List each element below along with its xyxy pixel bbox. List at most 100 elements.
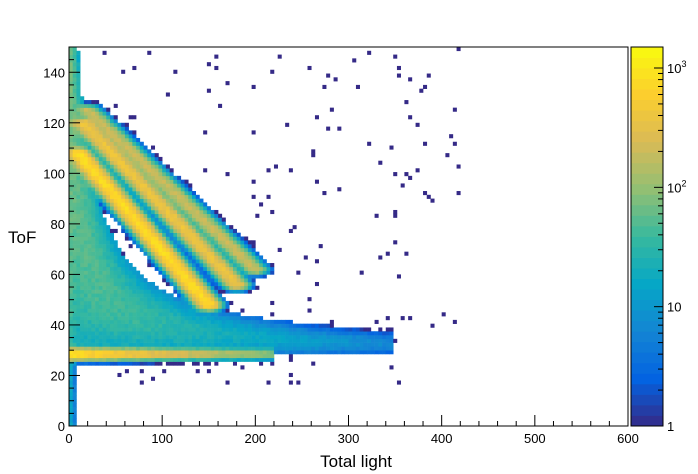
heatmap-cell	[80, 149, 85, 154]
heatmap-cell	[98, 221, 103, 226]
heatmap-cell	[132, 175, 137, 180]
heatmap-cell	[173, 266, 178, 271]
heatmap-cell	[124, 168, 129, 173]
heatmap-cell	[106, 137, 111, 143]
heatmap-cell	[184, 285, 189, 290]
heatmap-cell	[72, 111, 77, 116]
heatmap-cell	[154, 312, 159, 317]
heatmap-cell	[236, 247, 241, 252]
heatmap-cell	[121, 308, 126, 313]
heatmap-cell	[76, 209, 81, 215]
heatmap-cell	[128, 342, 133, 347]
heatmap-cell	[83, 115, 88, 120]
heatmap-cell	[136, 153, 141, 158]
heatmap-cell	[76, 213, 81, 218]
heatmap-cell	[341, 342, 346, 347]
heatmap-cell	[98, 168, 103, 173]
heatmap-cell	[136, 160, 141, 165]
heatmap-cell	[165, 327, 170, 332]
heatmap-cell	[158, 172, 163, 177]
heatmap-cell	[318, 338, 323, 343]
heatmap-cell	[106, 278, 111, 283]
heatmap-cell	[91, 361, 96, 366]
heatmap-cell	[180, 331, 185, 336]
heatmap-cell	[117, 206, 122, 211]
heatmap-cell	[214, 259, 219, 264]
heatmap-cell	[136, 187, 141, 192]
colorbar-band	[631, 268, 663, 280]
heatmap-cell	[139, 172, 144, 177]
heatmap-cell	[173, 236, 178, 241]
heatmap-cell	[400, 316, 405, 321]
heatmap-cell	[124, 335, 129, 340]
heatmap-cell	[184, 198, 189, 203]
heatmap-cell	[143, 236, 148, 241]
heatmap-cell	[288, 319, 293, 324]
heatmap-cell	[225, 312, 230, 317]
heatmap-cell	[169, 350, 174, 355]
heatmap-cell	[147, 202, 152, 207]
heatmap-cell	[87, 100, 92, 105]
heatmap-cell	[341, 331, 346, 336]
heatmap-cell	[158, 331, 163, 336]
heatmap-cell	[121, 187, 126, 192]
heatmap-cell	[359, 331, 364, 336]
heatmap-cell	[98, 228, 103, 234]
heatmap-cell	[408, 77, 413, 82]
heatmap-cell	[173, 232, 178, 237]
heatmap-cell	[210, 316, 215, 321]
heatmap-cell	[121, 357, 126, 362]
heatmap-cell	[419, 88, 424, 93]
heatmap-cell	[240, 316, 245, 321]
heatmap-cell	[95, 107, 100, 112]
heatmap-cell	[158, 350, 163, 355]
heatmap-cell	[109, 357, 115, 362]
heatmap-cell	[348, 346, 353, 351]
heatmap-cell	[154, 240, 159, 245]
heatmap-cell	[113, 346, 118, 351]
heatmap-cell	[262, 338, 267, 343]
heatmap-cell	[121, 255, 126, 260]
heatmap-cell	[173, 274, 178, 279]
heatmap-cell	[184, 304, 189, 309]
heatmap-cell	[106, 122, 111, 127]
heatmap-cell	[124, 191, 129, 196]
heatmap-cell	[210, 346, 215, 351]
heatmap-cell	[173, 175, 178, 180]
heatmap-cell	[165, 198, 170, 203]
heatmap-cell	[203, 335, 208, 340]
heatmap-cell	[117, 221, 122, 226]
heatmap-cell	[109, 209, 115, 215]
heatmap-cell	[203, 278, 208, 283]
heatmap-cell	[91, 141, 96, 146]
heatmap-cell	[195, 319, 200, 324]
heatmap-cell	[158, 300, 163, 306]
heatmap-cell	[121, 172, 126, 177]
heatmap-cell	[72, 331, 77, 336]
heatmap-cell	[113, 156, 118, 161]
heatmap-cell	[173, 69, 178, 74]
heatmap-cell	[72, 395, 77, 400]
heatmap-cell	[95, 316, 100, 321]
heatmap-cell	[206, 300, 211, 306]
heatmap-cell	[180, 327, 185, 332]
heatmap-cell	[69, 84, 74, 89]
heatmap-cell	[72, 240, 77, 245]
heatmap-cell	[389, 335, 394, 340]
heatmap-cell	[102, 297, 107, 302]
heatmap-cell	[165, 361, 170, 366]
heatmap-cell	[188, 236, 193, 241]
heatmap-cell	[83, 213, 88, 218]
heatmap-cell	[95, 240, 100, 245]
heatmap-cell	[80, 96, 85, 101]
heatmap-cell	[95, 122, 100, 127]
heatmap-cell	[72, 100, 77, 105]
heatmap-cell	[206, 293, 211, 298]
heatmap-cell	[147, 342, 152, 347]
heatmap-cell	[262, 319, 267, 324]
heatmap-cell	[128, 312, 133, 317]
heatmap-cell	[69, 172, 74, 177]
heatmap-cell	[83, 141, 88, 146]
heatmap-cell	[244, 274, 249, 279]
heatmap-cell	[106, 164, 111, 169]
